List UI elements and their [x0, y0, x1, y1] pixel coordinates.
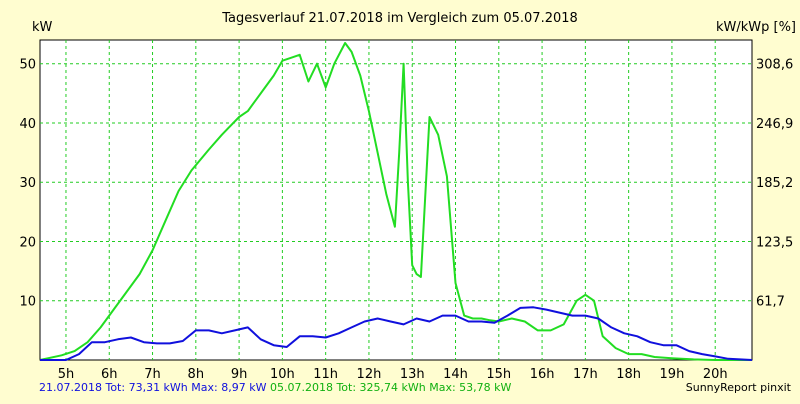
series-line-blue — [40, 306, 753, 361]
x-tick-label: 10h — [270, 367, 295, 382]
x-tick-label: 7h — [144, 367, 161, 382]
x-tick-label: 15h — [486, 367, 511, 382]
y-right-tick-label: 185,2 — [756, 176, 793, 191]
y-axis-left-label: kW — [32, 20, 53, 35]
y-axis-right-label: kW/kWp [%] — [716, 20, 796, 35]
y-tick-label: 30 — [19, 176, 36, 191]
y-tick-label: 40 — [19, 117, 36, 132]
x-tick-label: 20h — [703, 367, 728, 382]
series-line-green — [39, 42, 752, 361]
x-tick-label: 16h — [530, 367, 555, 382]
ticks-layer: 10 61,7 20 123,5 30 185,2 40 246,9 50 308,6 5h 6h 7h… — [19, 58, 793, 382]
x-tick-label: 8h — [188, 367, 205, 382]
legend-blue-summary: 21.07.2018 Tot: 73,31 kWh Max: 8,97 kW — [39, 381, 267, 394]
x-tick-label: 12h — [357, 367, 382, 382]
x-tick-label: 6h — [101, 367, 118, 382]
x-tick-label: 13h — [400, 367, 425, 382]
series-layer — [39, 42, 753, 361]
x-tick-label: 18h — [616, 367, 641, 382]
y-right-tick-label: 123,5 — [756, 235, 793, 250]
x-tick-label: 19h — [660, 367, 685, 382]
chart-title: Tagesverlauf 21.07.2018 im Vergleich zum… — [221, 11, 578, 26]
x-tick-label: 9h — [231, 367, 248, 382]
y-right-tick-label: 246,9 — [756, 117, 793, 132]
x-tick-label: 11h — [313, 367, 338, 382]
x-tick-label: 17h — [573, 367, 598, 382]
x-tick-label: 5h — [58, 367, 75, 382]
y-right-tick-label: 61,7 — [756, 295, 785, 310]
x-tick-label: 14h — [443, 367, 468, 382]
grid — [40, 40, 752, 360]
summary-legend: 21.07.2018 Tot: 73,31 kWh Max: 8,97 kW 0… — [39, 381, 511, 394]
credit-text: SunnyReport pinxit — [685, 381, 791, 394]
y-tick-label: 20 — [19, 235, 36, 250]
y-tick-label: 10 — [19, 295, 36, 310]
y-tick-label: 50 — [19, 58, 36, 73]
legend-green-summary: 05.07.2018 Tot: 325,74 kWh Max: 53,78 kW — [269, 381, 512, 394]
y-right-tick-label: 308,6 — [756, 58, 793, 73]
